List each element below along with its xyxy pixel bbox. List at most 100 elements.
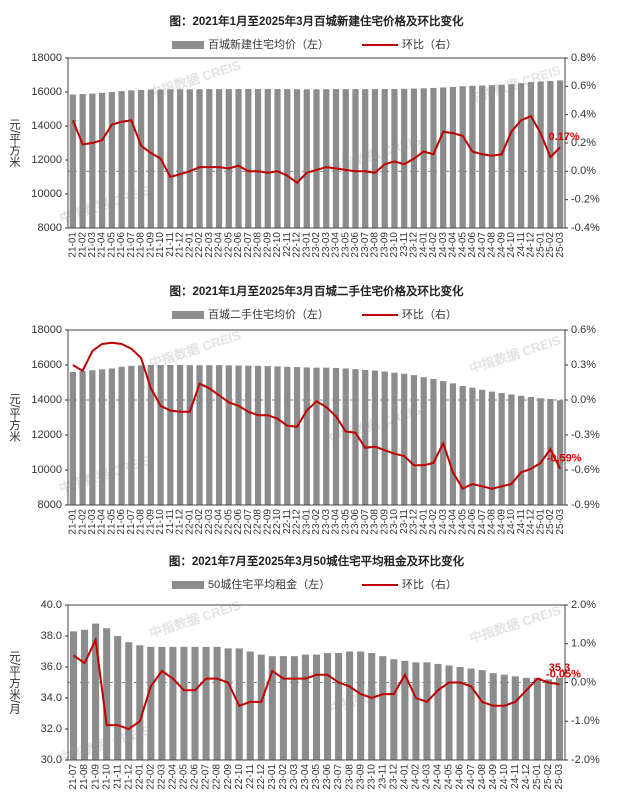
y2-tick-label: -0.2% [571,194,600,206]
line-value-label: -0.59% [547,453,582,465]
x-tick-label: 23-03 [321,232,332,258]
x-tick-label: 24-09 [496,232,507,258]
x-tick-label: 23-01 [301,232,312,258]
x-tick-label: 23-04 [300,764,311,790]
bar [186,365,193,505]
x-tick-label: 21-03 [87,232,98,258]
x-tick-label: 21-07 [126,232,137,258]
x-tick-label: 25-03 [555,232,566,258]
y2-tick-label: 0.3% [571,359,596,371]
bar [264,366,271,505]
bar [332,367,340,505]
x-tick-label: 24-01 [399,764,410,790]
watermark: 中指数据 CREIS [147,327,243,371]
x-tick-label: 22-04 [168,764,179,790]
x-tick-label: 23-07 [360,509,371,535]
legend-swatch [172,41,204,49]
bar [381,89,388,229]
plot-frame [67,604,566,761]
x-tick-label: 24-07 [466,764,477,790]
bar [533,677,541,760]
y-tick-label: 10000 [31,188,62,200]
x-tick-label: 24-01 [418,509,429,535]
bar [508,394,515,505]
bar [108,368,115,505]
x-tick-label: 23-02 [278,764,289,790]
y-tick-label: 18000 [31,52,62,64]
x-tick-label: 21-12 [175,509,186,535]
bar [98,369,106,505]
bar [186,89,193,228]
x-tick-label: 22-01 [134,764,145,790]
x-tick-label: 22-02 [194,509,205,535]
x-tick-label: 22-07 [243,232,254,258]
bar [544,679,552,760]
bar [89,370,96,505]
x-tick-label: 22-07 [201,764,212,790]
x-tick-label: 24-05 [444,764,455,790]
x-tick-label: 21-11 [165,509,176,534]
x-tick-label: 23-06 [322,764,333,790]
bar [420,377,427,505]
x-tick-label: 23-05 [311,764,322,790]
x-tick-label: 24-10 [506,232,517,258]
y2-tick-label: 0.0% [571,676,596,688]
bar [379,656,387,760]
bar [290,656,298,760]
bar [125,642,133,760]
x-tick-label: 24-11 [510,764,521,789]
bar [157,365,164,505]
bar [167,89,174,228]
y2-tick-label: -1.0% [571,715,600,727]
y2-tick-label: 0.6% [571,324,596,336]
x-tick-label: 23-08 [370,232,381,258]
x-tick-label: 21-08 [79,764,90,790]
bar [69,372,76,505]
x-tick-label: 23-12 [409,509,420,535]
y-tick-label: 8000 [38,499,62,511]
bar [274,89,281,229]
y-tick-label: 32.0 [41,723,62,735]
bar [103,628,111,760]
line-value-label: -0.05% [546,668,581,680]
bar [108,92,115,228]
x-tick-label: 22-06 [233,232,244,258]
bar [391,88,398,228]
x-tick-label: 24-04 [448,509,459,535]
x-tick-label: 24-02 [428,509,439,535]
bar [279,656,287,760]
legend-swatch [172,581,204,589]
bar [445,665,453,760]
x-tick-label: 23-09 [379,232,390,258]
x-tick-label: 22-10 [234,764,245,790]
y-tick-label: 14000 [31,394,62,406]
bar [257,654,265,760]
x-tick-label: 21-01 [68,509,79,535]
x-tick-label: 24-07 [477,509,488,535]
x-tick-label: 24-03 [438,509,449,535]
y-tick-label: 36.0 [41,661,62,673]
x-tick-label: 21-07 [68,764,79,790]
x-tick-label: 21-09 [145,232,156,258]
bar [368,653,376,760]
x-tick-label: 21-10 [101,764,112,790]
bar [215,365,223,505]
bar [196,365,203,505]
bar [301,654,309,760]
x-tick-label: 22-11 [245,764,256,789]
y-axis-label: 元/平方米/月 [8,651,21,715]
bar [69,631,78,760]
bar [114,636,122,760]
x-tick-label: 22-12 [292,232,303,258]
bar [335,653,343,760]
x-tick-label: 21-02 [77,509,88,535]
x-tick-label: 24-08 [487,232,498,258]
bar [522,677,530,760]
x-tick-label: 23-12 [409,232,420,258]
bar [176,365,184,505]
bar [225,89,232,228]
bar [440,87,447,228]
line-series [71,114,561,185]
x-tick-label: 23-12 [388,764,399,790]
bar [202,646,210,760]
